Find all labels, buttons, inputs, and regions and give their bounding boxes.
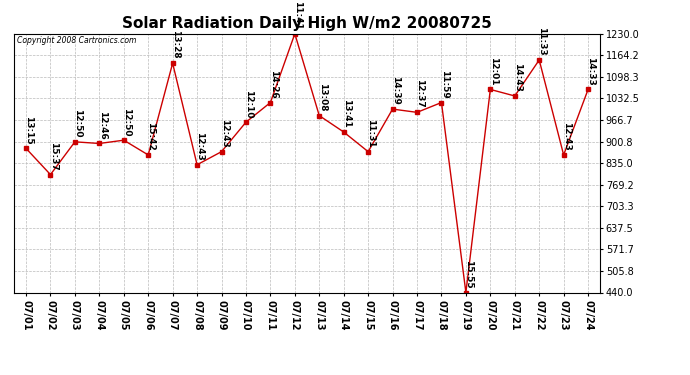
Text: 14:33: 14:33: [586, 57, 595, 85]
Text: 12:50: 12:50: [122, 108, 131, 136]
Text: 12:46: 12:46: [97, 111, 107, 139]
Text: 12:50: 12:50: [73, 109, 82, 138]
Text: 12:43: 12:43: [195, 132, 204, 160]
Text: 12:01: 12:01: [489, 57, 497, 85]
Text: 12:37: 12:37: [415, 80, 424, 108]
Text: 15:55: 15:55: [464, 260, 473, 288]
Text: 12:43: 12:43: [562, 122, 571, 151]
Text: 13:28: 13:28: [171, 30, 180, 59]
Text: 14:43: 14:43: [513, 63, 522, 92]
Text: 14:39: 14:39: [391, 76, 400, 105]
Text: 14:26: 14:26: [268, 70, 277, 98]
Text: 12:10: 12:10: [244, 90, 253, 118]
Text: 15:42: 15:42: [146, 122, 155, 151]
Text: 11:59: 11:59: [440, 70, 449, 98]
Text: 11:31: 11:31: [366, 119, 375, 147]
Text: Copyright 2008 Cartronics.com: Copyright 2008 Cartronics.com: [17, 36, 136, 45]
Text: 13:08: 13:08: [317, 83, 326, 111]
Text: 13:15: 13:15: [24, 116, 33, 144]
Title: Solar Radiation Daily High W/m2 20080725: Solar Radiation Daily High W/m2 20080725: [122, 16, 492, 31]
Text: 15:37: 15:37: [49, 142, 58, 170]
Text: 11:41: 11:41: [293, 1, 302, 30]
Text: 12:43: 12:43: [220, 119, 229, 147]
Text: 11:33: 11:33: [538, 27, 546, 56]
Text: 13:41: 13:41: [342, 99, 351, 128]
